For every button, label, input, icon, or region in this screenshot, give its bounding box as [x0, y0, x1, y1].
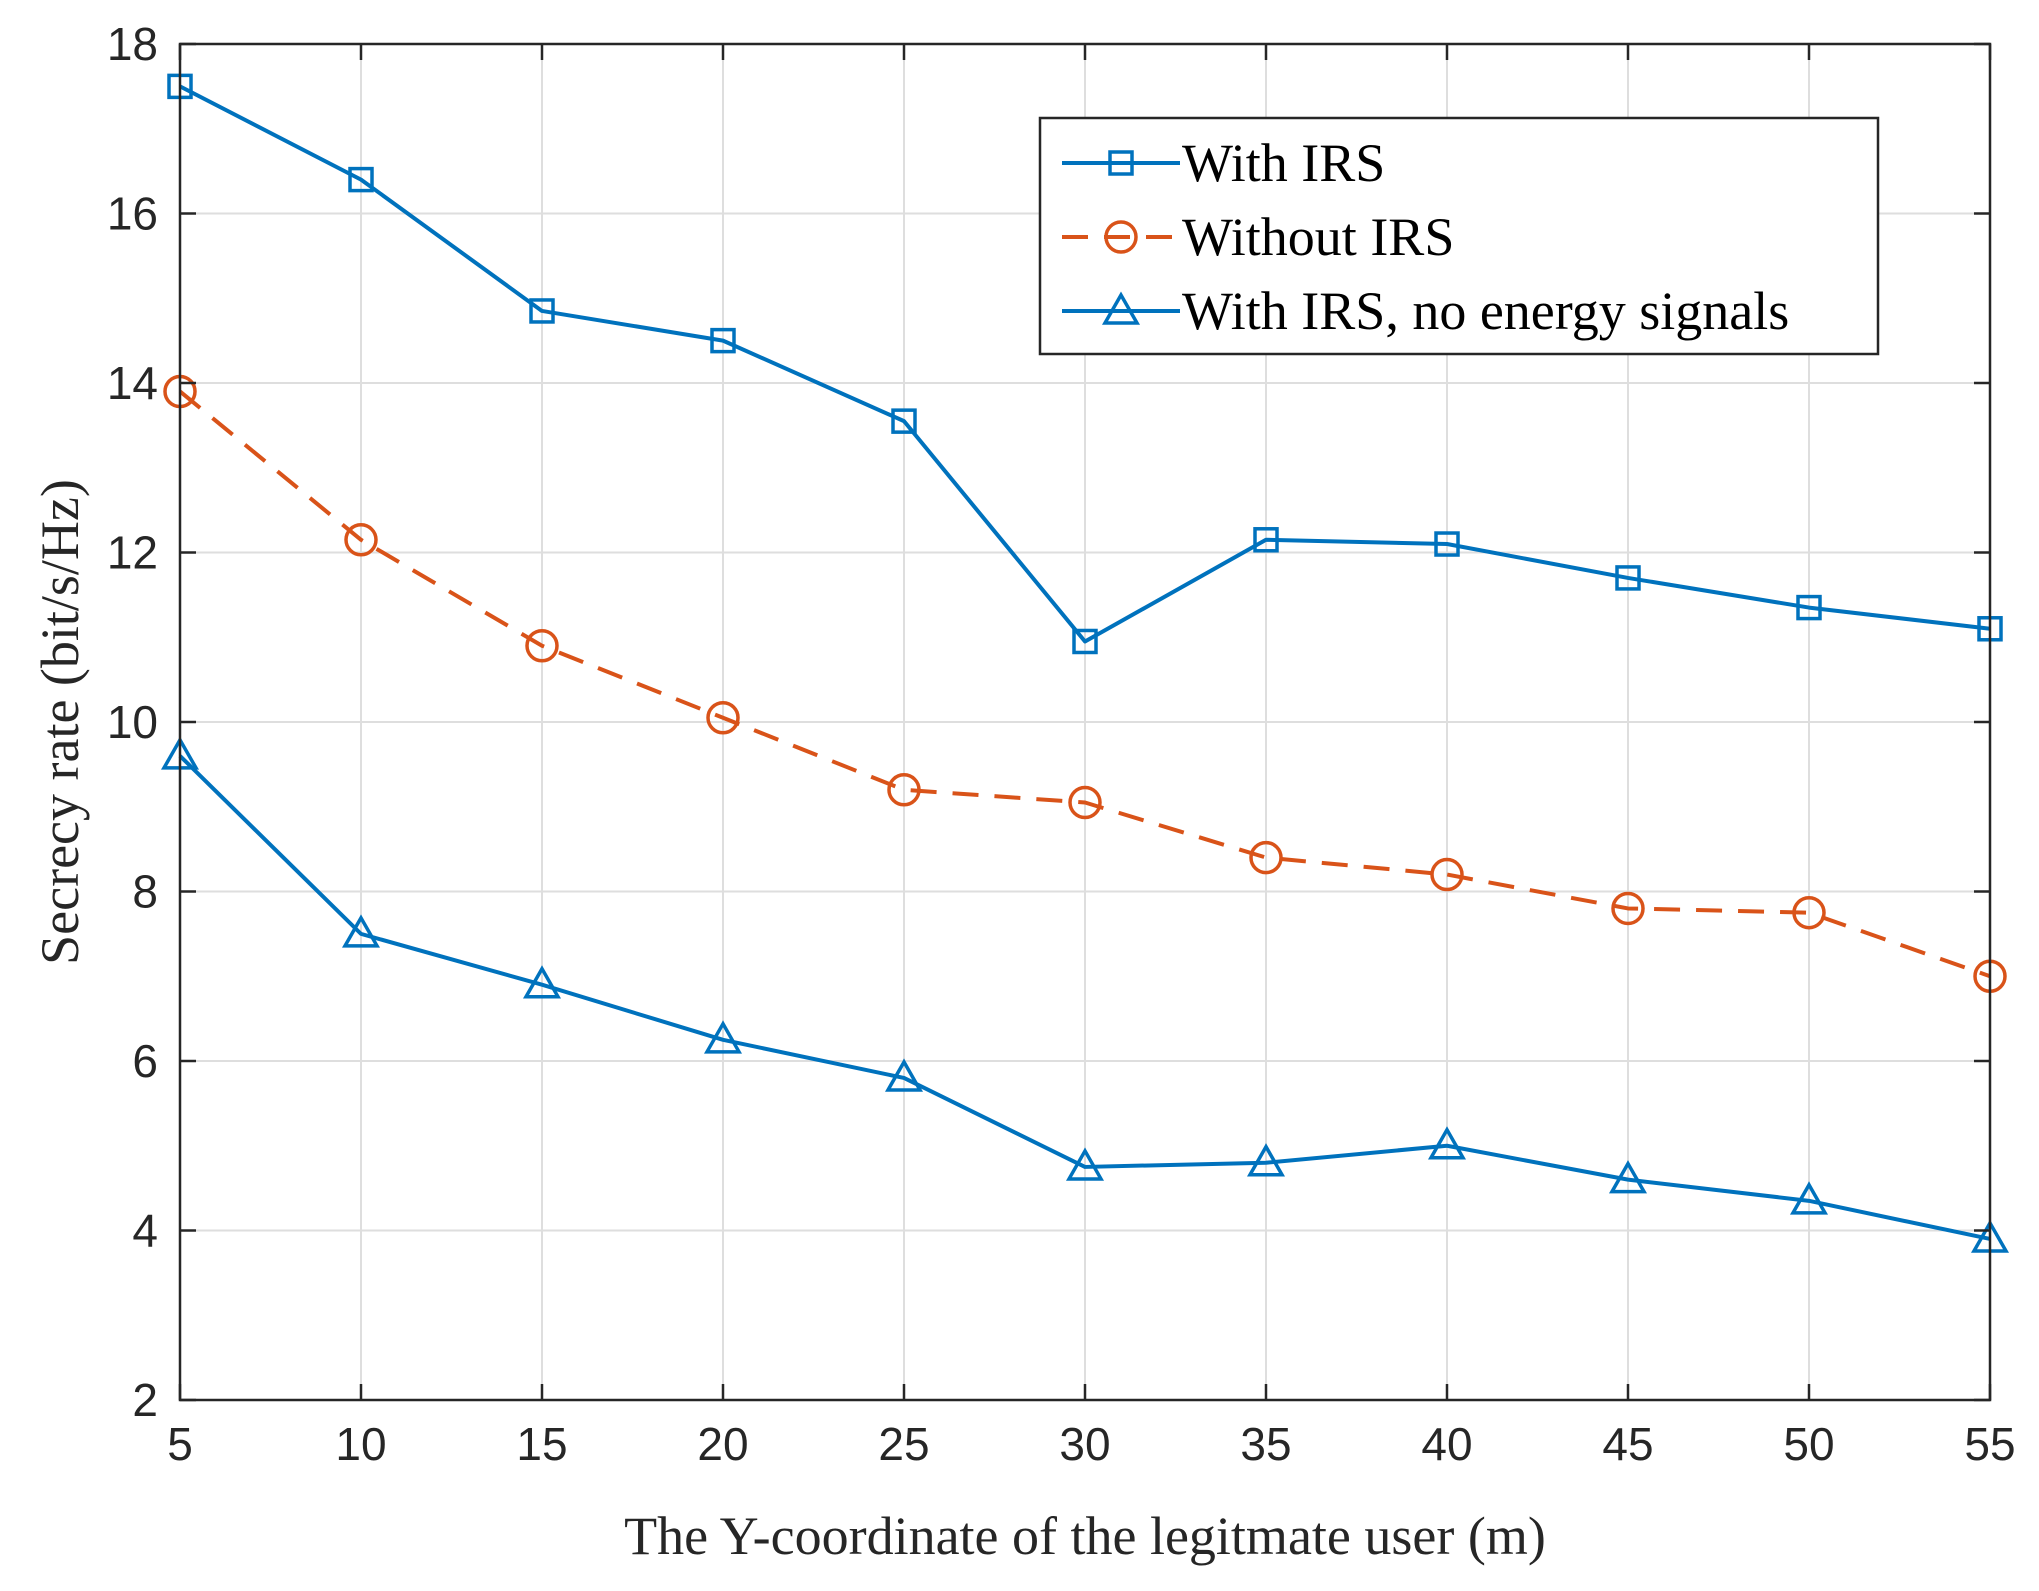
- series-1: [167, 73, 2003, 655]
- series-line: [178, 389, 1991, 979]
- x-axis-title: The Y-coordinate of the legitmate user (…: [624, 1506, 1546, 1566]
- data-point: [1796, 594, 1822, 621]
- y-tick-label: 16: [107, 188, 158, 240]
- x-tick-label: 25: [878, 1418, 929, 1470]
- y-tick-label: 18: [107, 18, 158, 70]
- series-layer: [160, 73, 2010, 1253]
- data-point: [1246, 1143, 1286, 1177]
- x-tick-label: 5: [167, 1418, 193, 1470]
- data-point: [344, 523, 378, 557]
- data-point: [1072, 628, 1098, 655]
- legend-label: With IRS: [1182, 133, 1385, 193]
- legend-entry: Without IRS: [1062, 207, 1454, 267]
- y-tick-label: 2: [132, 1374, 158, 1426]
- data-point: [1608, 1160, 1648, 1194]
- y-tick-label: 12: [107, 527, 158, 579]
- legend-label: With IRS, no energy signals: [1182, 281, 1789, 341]
- data-point: [1253, 527, 1279, 553]
- x-axis: 5 10 15 20 25 30 35 40 45 50 55: [167, 44, 2016, 1470]
- data-point: [884, 1058, 924, 1092]
- data-point: [348, 166, 374, 193]
- series-line: [178, 754, 1991, 1241]
- x-tick-label: 35: [1240, 1418, 1291, 1470]
- legend-entry: With IRS, no energy signals: [1062, 281, 1789, 341]
- data-point: [1249, 840, 1283, 875]
- data-point: [1065, 1147, 1105, 1181]
- data-point: [1789, 1181, 1829, 1215]
- data-point: [522, 965, 562, 999]
- series-line: [179, 84, 1991, 644]
- data-point: [529, 298, 555, 324]
- x-tick-label: 55: [1964, 1418, 2015, 1470]
- y-tick-label: 10: [107, 696, 158, 748]
- x-tick-label: 20: [697, 1418, 748, 1470]
- x-tick-label: 10: [335, 1418, 386, 1470]
- x-tick-label: 30: [1059, 1418, 1110, 1470]
- x-tick-label: 45: [1602, 1418, 1653, 1470]
- x-tick-label: 15: [516, 1418, 567, 1470]
- data-point: [703, 1020, 743, 1054]
- legend-entry: With IRS: [1062, 133, 1385, 193]
- y-tick-label: 14: [107, 357, 158, 409]
- data-point: [1427, 1126, 1467, 1160]
- data-point: [706, 701, 740, 735]
- legend-marker: [1101, 291, 1141, 325]
- data-point: [1068, 785, 1102, 820]
- y-tick-label: 6: [132, 1035, 158, 1087]
- x-tick-label: 40: [1421, 1418, 1472, 1470]
- data-point: [1611, 891, 1645, 926]
- data-point: [887, 773, 921, 807]
- legend-marker: [1108, 150, 1134, 176]
- x-tick-label: 50: [1783, 1418, 1834, 1470]
- data-point: [710, 327, 736, 354]
- data-point: [1792, 895, 1826, 930]
- legend-marker: [1104, 220, 1138, 254]
- y-tick-label: 8: [132, 866, 158, 918]
- data-point: [525, 628, 559, 663]
- data-point: [1434, 531, 1460, 557]
- legend-box: [1038, 116, 1880, 356]
- legend-label: Without IRS: [1182, 207, 1454, 267]
- data-point: [1430, 857, 1464, 892]
- y-axis-title: Secrecy rate (bit/s/Hz): [30, 479, 90, 965]
- data-point: [341, 914, 381, 948]
- y-axis: 2 4 6 8 10 12 14 16 18: [107, 18, 1990, 1426]
- data-point: [1615, 565, 1641, 591]
- data-point: [891, 408, 917, 434]
- legend: With IRS Without IRS With IRS, no energy s…: [1038, 116, 1880, 356]
- y-tick-label: 4: [132, 1205, 158, 1257]
